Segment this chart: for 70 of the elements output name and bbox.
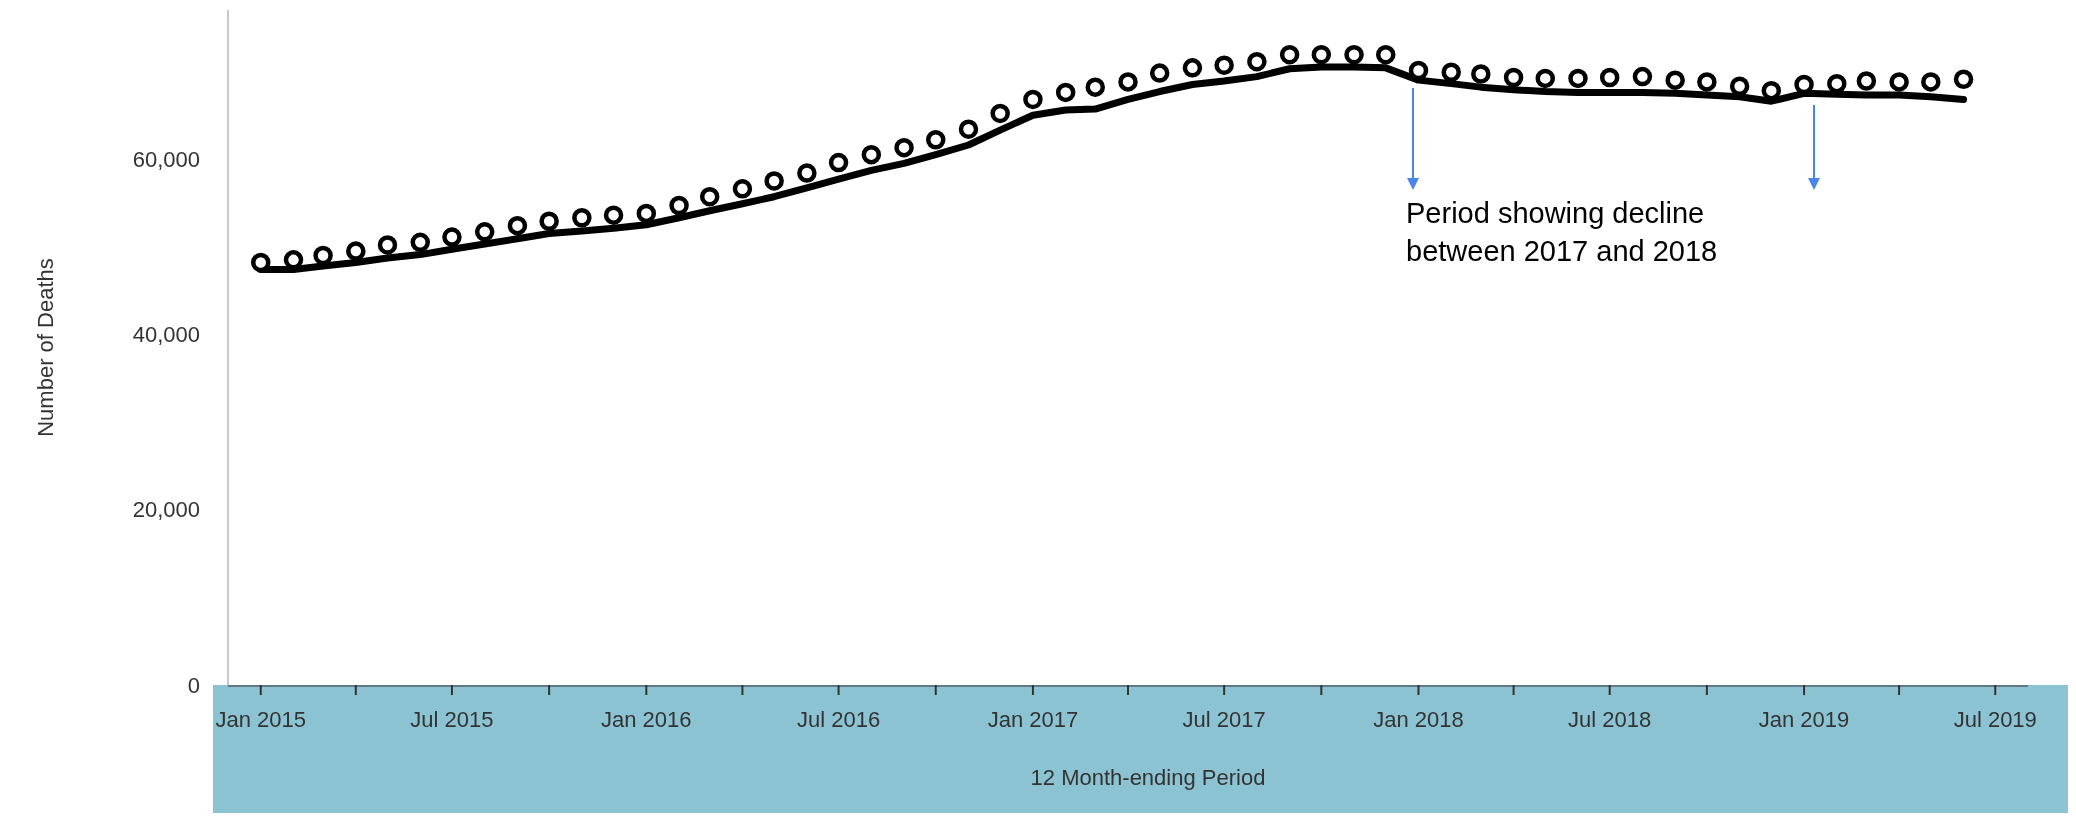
point [699, 186, 720, 207]
point [1697, 72, 1717, 92]
point [1535, 68, 1555, 89]
x-tick-label: Jul 2017 [1182, 707, 1266, 732]
point [1118, 72, 1138, 92]
y-tick-label: 40,000 [132, 322, 200, 348]
point [1665, 70, 1685, 90]
y-tick-label: 20,000 [132, 497, 200, 523]
point [1599, 67, 1620, 88]
x-tick-label: Jul 2015 [410, 707, 494, 732]
point [861, 144, 882, 165]
point [251, 252, 271, 273]
point [377, 235, 398, 255]
y-tick-label: 0 [187, 672, 200, 698]
point [572, 208, 592, 228]
point [410, 232, 430, 253]
point [797, 163, 817, 183]
point [732, 179, 753, 199]
point [828, 152, 849, 173]
x-tick-label: Jan 2019 [1758, 707, 1850, 732]
point [1085, 77, 1105, 97]
point [764, 171, 784, 191]
point [1279, 44, 1300, 65]
y-tick-label: 60,000 [132, 146, 200, 172]
annotation: Period showing decline between 2017 and 2018 [1406, 197, 1718, 267]
point [507, 215, 528, 236]
point [894, 137, 914, 158]
point [1408, 60, 1429, 81]
x-tick-label: Jan 2017 [987, 707, 1079, 732]
point [1344, 44, 1364, 65]
point [1632, 66, 1653, 87]
point [539, 211, 559, 232]
point [1023, 89, 1043, 110]
point [1568, 68, 1588, 89]
point [1182, 58, 1203, 78]
point [1376, 44, 1396, 65]
point [958, 119, 979, 139]
point [1471, 64, 1491, 84]
point [474, 222, 495, 242]
point [636, 203, 657, 224]
x-tick-label: Jan 2015 [215, 707, 307, 732]
y-axis-title: Number of Deaths [33, 258, 58, 437]
x-tick-label: Jan 2018 [1373, 707, 1464, 732]
point [1247, 51, 1267, 72]
point [1761, 80, 1782, 101]
point [603, 205, 624, 225]
point [313, 245, 333, 266]
point [1055, 82, 1076, 103]
point [1921, 72, 1941, 92]
point [1149, 63, 1170, 83]
point [442, 227, 462, 247]
point [1889, 72, 1909, 92]
point [990, 103, 1010, 124]
x-tick-label: Jul 2018 [1568, 707, 1652, 732]
x-tick-label: Jan 2016 [601, 707, 692, 732]
x-tick-label: Jul 2019 [1953, 707, 2037, 732]
point [1311, 44, 1332, 65]
point [1441, 62, 1461, 82]
point [926, 129, 946, 150]
point [1794, 74, 1814, 95]
point [1503, 67, 1524, 88]
point [1214, 55, 1234, 75]
point [1729, 76, 1750, 97]
point [1827, 73, 1847, 94]
point [1856, 71, 1877, 91]
point [669, 195, 689, 216]
x-tick-label: Jul 2016 [796, 707, 881, 732]
point [346, 241, 366, 261]
x-axis-title: 12 Month-ending Period [1030, 765, 1266, 790]
point [1953, 69, 1974, 89]
